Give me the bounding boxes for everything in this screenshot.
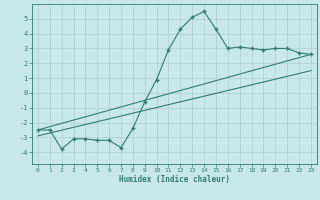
X-axis label: Humidex (Indice chaleur): Humidex (Indice chaleur) bbox=[119, 175, 230, 184]
